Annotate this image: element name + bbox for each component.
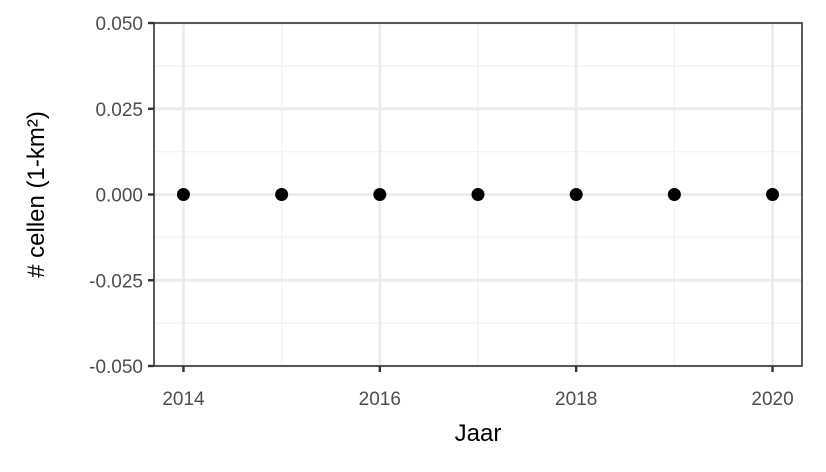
x-axis: 2014 2016 2018 2020 [162,366,794,410]
x-tick-label: 2014 [162,389,205,410]
data-points [176,188,780,201]
data-point [275,188,289,201]
y-tick-label: 0.025 [95,100,143,121]
y-tick-label: -0.050 [89,357,143,378]
data-point [766,188,780,201]
data-point [471,188,485,201]
y-axis: -0.050 -0.025 0.000 0.025 0.050 [89,14,154,378]
x-tick-label: 2018 [555,389,597,410]
y-tick-label: 0.000 [95,186,143,207]
x-axis-title: Jaar [455,420,502,447]
y-tick-label: -0.025 [89,271,143,292]
data-point [176,188,190,201]
data-point [569,188,583,201]
x-tick-label: 2016 [359,389,401,410]
x-tick-label: 2020 [751,389,793,410]
minor-gridlines [154,23,802,366]
y-axis-title: # cellen (1-km²) [23,111,50,278]
data-point [667,188,681,201]
data-point [373,188,387,201]
y-tick-label: 0.050 [95,14,143,35]
